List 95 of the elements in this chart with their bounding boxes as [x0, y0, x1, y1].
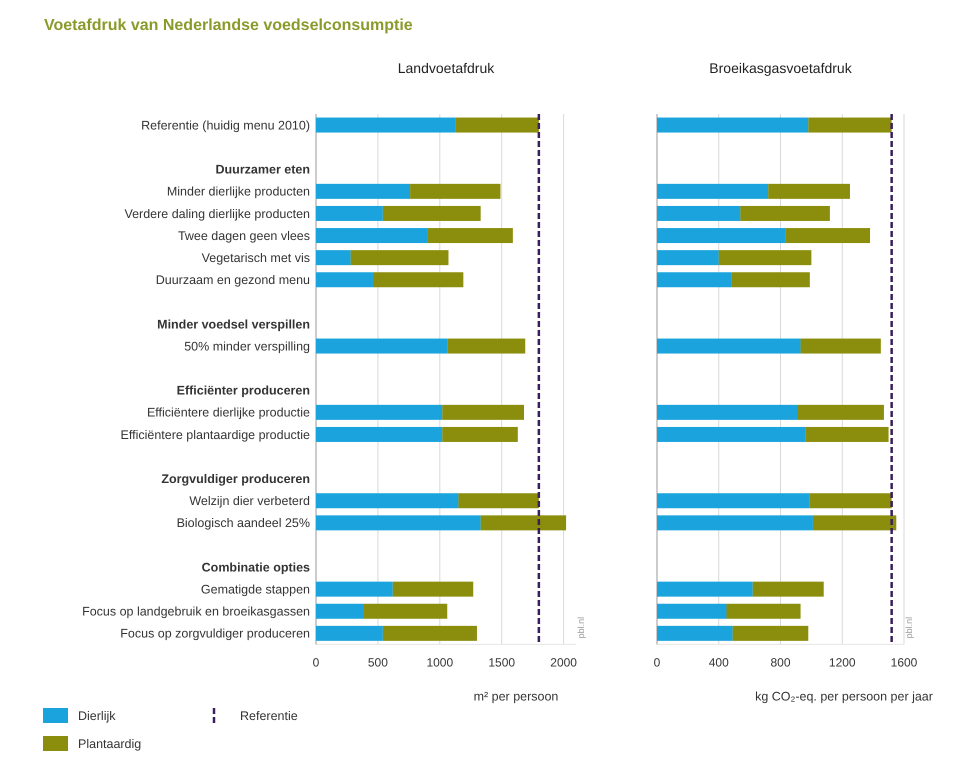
bar	[657, 184, 768, 199]
bar	[316, 228, 428, 244]
bar	[316, 426, 442, 442]
annotation: pbl.nl	[904, 616, 914, 638]
bar	[350, 250, 448, 266]
bar	[316, 338, 448, 354]
x-tick-label: 1000	[426, 655, 454, 670]
bar	[442, 404, 524, 420]
bar	[456, 118, 539, 133]
x-tick-label: 1500	[488, 655, 516, 670]
y-tick-label: Zorgvuldiger produceren	[161, 472, 310, 486]
bar	[316, 515, 481, 530]
bar	[382, 626, 477, 641]
bar	[657, 604, 726, 619]
bar	[316, 118, 456, 133]
y-tick-label: Referentie (huidig menu 2010)	[141, 118, 310, 132]
bar	[442, 426, 518, 442]
bar	[382, 206, 481, 221]
bar	[657, 515, 813, 530]
x-tick-label: 0	[654, 655, 661, 670]
y-tick-label: Minder voedsel verspillen	[157, 317, 310, 332]
x-tick-label: 400	[708, 655, 730, 670]
bar	[316, 206, 383, 221]
bar	[752, 582, 824, 597]
y-tick-label: Efficiënter produceren	[176, 384, 310, 398]
y-tick-label: Combinatie opties	[202, 560, 310, 574]
y-tick-label: Verdere daling dierlijke producten	[124, 206, 310, 221]
bar	[657, 626, 733, 641]
y-tick-label: Vegetarisch met vis	[202, 251, 310, 266]
bar	[657, 338, 801, 354]
bar	[732, 626, 808, 641]
bar	[316, 582, 393, 597]
bar	[797, 404, 884, 420]
bar	[800, 338, 881, 354]
bar	[740, 206, 830, 221]
legend-label: Plantaardig	[78, 737, 142, 751]
bar	[316, 404, 442, 420]
x-tick-label: 0	[312, 655, 320, 670]
bar	[363, 604, 448, 619]
bar	[657, 404, 798, 420]
bar	[458, 493, 539, 508]
bar	[316, 184, 410, 199]
bar	[316, 604, 364, 619]
y-tick-label: Minder dierlijke producten	[166, 184, 310, 199]
bar	[805, 426, 889, 442]
bar	[768, 184, 850, 199]
y-tick-label: Welzijn dier verbeterd	[189, 494, 310, 508]
y-tick-label: Duurzamer eten	[216, 162, 310, 177]
x-tick-label: 500	[368, 655, 388, 670]
bar	[657, 582, 753, 597]
x-tick-label: 800	[770, 655, 791, 670]
y-tick-label: Gematigde stappen	[200, 582, 310, 597]
y-tick-label: Duurzaam en gezond menu	[156, 273, 310, 288]
bar	[392, 582, 474, 597]
chart-title: Broeikasgasvoetafdruk	[709, 60, 853, 76]
legend-label: Referentie	[240, 709, 298, 723]
bar	[316, 626, 383, 641]
bar	[316, 250, 351, 266]
bar	[657, 250, 719, 266]
bar	[785, 228, 870, 244]
x-tick-label: 2000	[550, 655, 578, 670]
y-tick-label: Twee dagen geen vlees	[178, 228, 310, 243]
y-tick-label: Focus op zorgvuldiger produceren	[120, 626, 310, 641]
legend-label: Dierlijk	[78, 709, 116, 723]
bar	[657, 206, 740, 221]
bar	[447, 338, 526, 354]
x-tick-label: 1200	[828, 655, 856, 670]
annotation: pbl.nl	[576, 616, 586, 638]
y-tick-label: Biologisch aandeel 25%	[176, 516, 310, 530]
bar	[731, 272, 810, 288]
y-tick-label: Focus op landgebruik en broeikasgassen	[82, 604, 310, 619]
bar	[427, 228, 513, 244]
bar	[812, 515, 896, 530]
bar	[480, 515, 566, 530]
bar	[410, 184, 500, 199]
chart-subtitle: Landvoetafdruk	[398, 60, 496, 76]
x-axis-title: kg CO₂-eq. per persoon per jaar	[755, 689, 933, 704]
y-tick-label: Efficiëntere dierlijke productie	[146, 406, 310, 420]
bar	[657, 426, 806, 442]
y-tick-label: 50% minder verspilling	[184, 339, 310, 354]
bar	[810, 493, 892, 508]
y-tick-label: Efficiëntere plantaardige productie	[120, 428, 310, 442]
bar	[726, 604, 801, 619]
bar	[657, 272, 732, 288]
bar	[372, 272, 464, 288]
bar	[808, 118, 892, 133]
bar	[316, 272, 373, 288]
x-axis-title: m² per persoon	[474, 689, 558, 704]
bar	[718, 250, 812, 266]
bar	[316, 493, 458, 508]
bar	[657, 118, 808, 133]
x-tick-label: 1600	[890, 655, 918, 670]
bar	[657, 228, 786, 244]
bar	[657, 493, 810, 508]
chart-title: Voetafdruk van Nederlandse voedselconsumptie	[44, 17, 413, 34]
